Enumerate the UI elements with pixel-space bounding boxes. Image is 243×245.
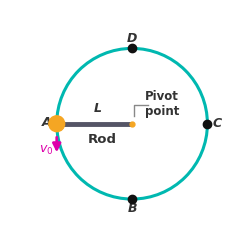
Text: $v_0$: $v_0$: [39, 144, 53, 157]
Text: Rod: Rod: [87, 133, 116, 146]
Circle shape: [49, 116, 65, 132]
Text: D: D: [127, 33, 137, 46]
Text: A: A: [42, 116, 52, 129]
Text: C: C: [212, 117, 221, 130]
Text: L: L: [94, 102, 102, 115]
Text: B: B: [127, 202, 137, 215]
Text: Pivot
point: Pivot point: [145, 90, 179, 118]
